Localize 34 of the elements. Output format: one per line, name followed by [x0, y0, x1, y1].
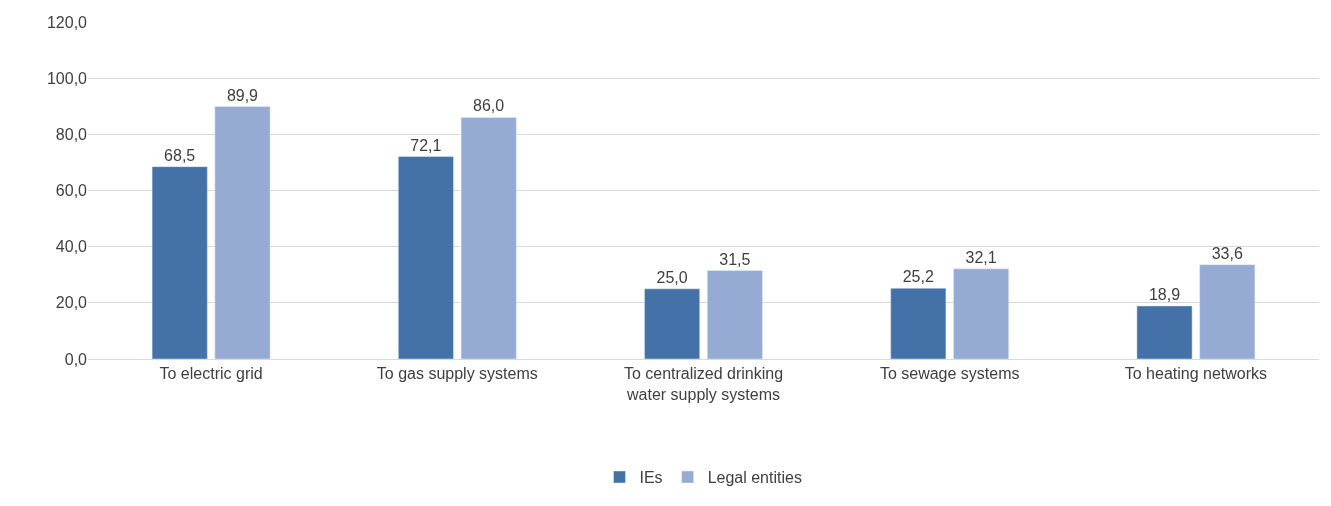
data-label: 33,6 — [1211, 244, 1243, 262]
bar — [953, 268, 1009, 359]
data-label: 89,9 — [226, 86, 259, 104]
x-tick-label: To heating networks — [1124, 365, 1268, 383]
y-tick-label: 100,0 — [46, 69, 88, 87]
bar — [460, 117, 517, 359]
data-label: 18,9 — [1148, 285, 1181, 303]
bar — [890, 287, 947, 359]
bar — [644, 288, 700, 359]
bar — [398, 156, 454, 359]
data-label: 68,5 — [164, 146, 196, 164]
data-label: 86,0 — [473, 97, 505, 115]
y-tick-label: 60,0 — [55, 182, 88, 200]
bar — [1199, 264, 1256, 359]
data-label: 31,5 — [719, 250, 751, 268]
x-tick-label: To gas supply systems — [376, 365, 538, 383]
legend-label: IEs — [639, 469, 663, 487]
data-label: 25,2 — [902, 268, 934, 286]
x-tick-label: To centralized drinking water supply systems — [623, 365, 784, 403]
y-tick-label: 120,0 — [46, 13, 88, 31]
bar — [1136, 305, 1193, 359]
y-tick-label: 40,0 — [55, 238, 88, 256]
x-tick-label: To electric grid — [159, 365, 263, 383]
bar — [214, 106, 271, 359]
y-tick-label: 20,0 — [55, 294, 88, 312]
data-label: 25,0 — [656, 268, 688, 286]
data-label: 32,1 — [965, 248, 997, 266]
bar — [151, 166, 208, 359]
data-label: 72,1 — [410, 136, 442, 154]
bar — [707, 270, 763, 359]
y-tick-label: 0,0 — [64, 350, 88, 368]
legend-label: Legal entities — [707, 469, 802, 487]
y-tick-label: 80,0 — [55, 125, 88, 143]
x-tick-label: To sewage systems — [879, 365, 1020, 383]
